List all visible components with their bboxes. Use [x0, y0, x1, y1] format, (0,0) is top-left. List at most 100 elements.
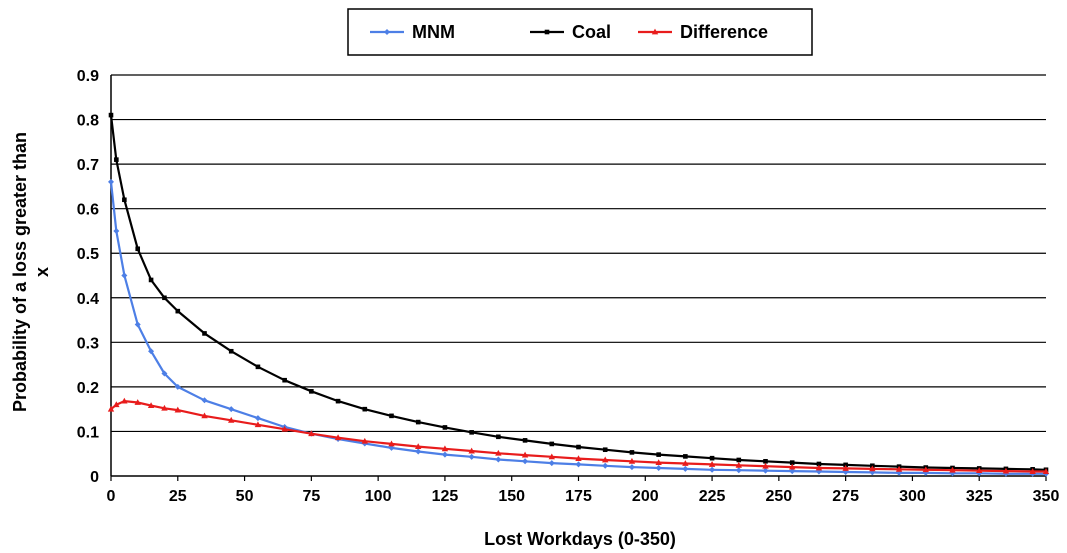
series-line-difference	[110, 400, 1046, 473]
y-axis-label-line-1: Probability of a loss greater than	[10, 132, 30, 412]
gridlines	[111, 74, 1046, 433]
point-difference	[708, 461, 716, 467]
point-coal	[309, 389, 314, 394]
y-tick-label: 0.4	[77, 291, 99, 308]
point-mnm	[655, 464, 662, 471]
point-mnm	[575, 461, 582, 468]
point-mnm	[121, 272, 128, 279]
point-difference	[495, 449, 502, 456]
point-mnm	[468, 453, 475, 460]
point-mnm	[161, 370, 168, 377]
point-coal	[148, 277, 154, 283]
point-mnm	[415, 448, 422, 455]
point-coal	[255, 364, 261, 370]
legend-marker-coal	[544, 29, 550, 35]
series-difference	[107, 397, 1050, 474]
point-difference	[201, 412, 208, 419]
point-difference	[1029, 468, 1036, 474]
point-mnm	[228, 406, 235, 413]
point-difference	[415, 443, 422, 449]
point-mnm	[709, 466, 716, 473]
point-coal	[843, 462, 848, 468]
point-difference	[121, 397, 128, 404]
point-mnm	[522, 458, 529, 465]
point-difference	[815, 464, 823, 471]
y-tick-label: 0	[90, 469, 99, 486]
y-tick-label: 0.1	[77, 424, 99, 441]
series-layer	[107, 112, 1050, 477]
x-tick-label: 125	[432, 488, 459, 505]
point-difference	[334, 434, 342, 441]
point-difference	[735, 461, 742, 468]
x-tick-label: 100	[365, 488, 392, 505]
point-difference	[682, 460, 689, 466]
x-tick-label: 300	[899, 488, 926, 505]
point-difference	[147, 402, 155, 409]
legend-box	[347, 8, 813, 56]
axes	[110, 75, 1047, 481]
x-tick-label: 175	[565, 488, 592, 505]
point-coal	[736, 457, 742, 463]
point-coal	[683, 454, 688, 459]
point-difference	[548, 453, 555, 460]
point-coal	[282, 377, 287, 383]
point-difference	[655, 459, 662, 466]
legend-label-coal: Coal	[572, 22, 611, 42]
y-tick-label: 0.2	[77, 380, 99, 397]
x-tick-label: 325	[966, 488, 993, 505]
point-coal	[496, 434, 501, 440]
x-tick-label: 150	[498, 488, 525, 505]
point-mnm	[441, 451, 448, 458]
point-coal	[162, 295, 167, 301]
point-coal	[789, 460, 795, 465]
point-coal	[656, 452, 661, 457]
point-difference	[174, 406, 181, 413]
point-difference	[575, 455, 582, 462]
point-coal	[202, 331, 207, 336]
y-tick-label: 0.3	[77, 335, 99, 352]
point-difference	[281, 425, 288, 432]
point-coal	[576, 444, 581, 450]
point-difference	[789, 463, 796, 470]
point-coal	[175, 308, 181, 314]
point-difference	[521, 451, 529, 458]
point-difference	[1002, 467, 1010, 474]
x-tick-label: 0	[107, 488, 116, 505]
point-coal	[763, 458, 768, 464]
point-mnm	[113, 227, 120, 234]
point-difference	[361, 437, 368, 444]
point-difference	[134, 399, 141, 405]
legend-label-mnm: MNM	[412, 22, 455, 42]
point-coal	[228, 348, 234, 354]
point-mnm	[735, 467, 742, 474]
point-mnm	[388, 444, 395, 451]
point-coal	[709, 455, 715, 461]
y-axis-label-line-2: x	[32, 267, 52, 277]
point-coal	[549, 441, 555, 447]
point-difference	[107, 405, 115, 412]
x-tick-labels: 0 25 50 75 100 125 150 175 200 225 250 275 300 325 350	[107, 488, 1060, 505]
legend-marker-mnm	[384, 29, 390, 35]
point-mnm	[134, 321, 141, 328]
point-coal	[114, 157, 119, 162]
point-coal	[122, 197, 127, 203]
point-coal	[135, 246, 141, 252]
point-mnm	[148, 348, 155, 355]
point-difference	[254, 421, 262, 428]
point-difference	[976, 467, 983, 474]
point-difference	[895, 465, 903, 472]
series-mnm	[108, 178, 1049, 477]
y-axis-label: Probability of a loss greater than x	[10, 132, 52, 412]
x-axis-label: Lost Workdays (0-350)	[484, 529, 676, 549]
y-tick-label: 0.6	[77, 202, 99, 219]
point-difference	[1042, 468, 1050, 474]
point-difference	[113, 401, 120, 408]
legend-entry-coal: Coal	[530, 22, 611, 42]
point-coal	[108, 112, 114, 118]
point-coal	[415, 419, 421, 425]
point-mnm	[628, 464, 635, 471]
point-coal	[522, 438, 528, 443]
series-line-mnm	[109, 181, 1046, 475]
x-tick-label: 200	[632, 488, 659, 505]
